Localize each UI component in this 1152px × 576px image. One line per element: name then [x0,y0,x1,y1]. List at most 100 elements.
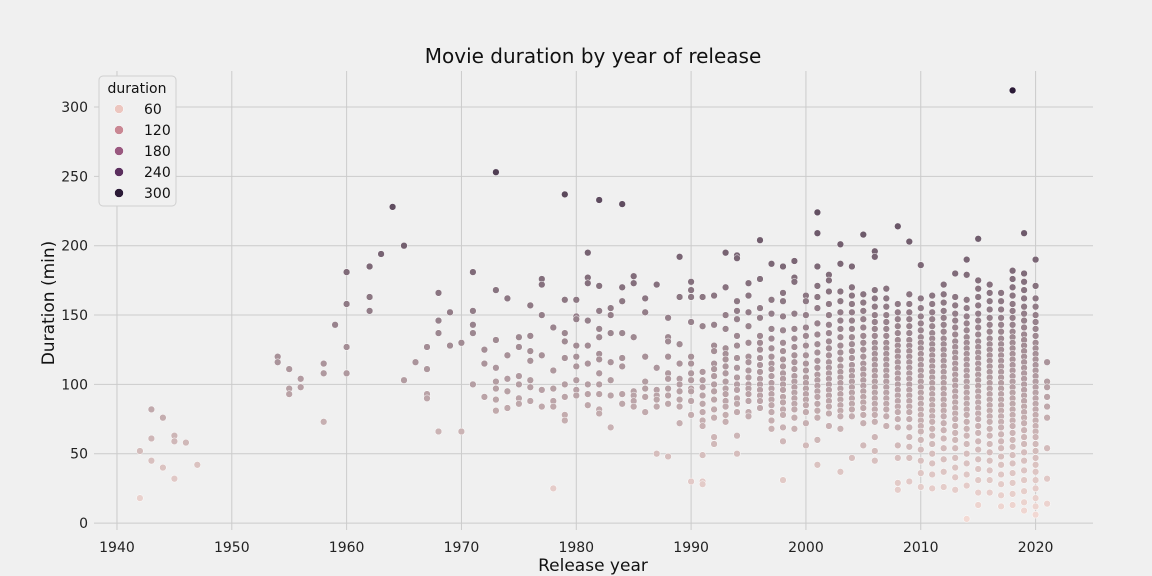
legend-label: 180 [144,144,171,160]
data-point [951,293,959,301]
data-point [1020,278,1028,286]
data-point [710,405,718,414]
data-point [767,416,776,425]
data-point [1031,282,1040,290]
data-point [342,300,351,308]
data-point [607,329,615,337]
data-point [951,269,959,278]
data-point [951,436,959,444]
data-point [538,351,546,359]
data-point [974,488,982,497]
data-point [377,250,385,258]
data-point [997,289,1005,297]
data-point [561,354,569,362]
data-point [825,300,833,308]
legend-title: duration [108,81,167,97]
data-point [698,383,707,391]
data-point [756,275,764,283]
data-point [733,307,741,315]
data-point [905,415,913,423]
x-tick-label: 1970 [444,540,480,556]
data-point [687,359,695,368]
data-point [320,369,328,377]
data-point [1020,303,1028,311]
data-point [825,276,833,285]
data-point [618,354,626,362]
data-point [584,316,592,325]
data-point [802,341,810,350]
data-point [848,308,856,316]
data-point [595,325,603,333]
data-point [744,358,753,366]
data-point [951,415,959,423]
grid [94,71,1093,530]
data-point [698,391,707,400]
data-point [480,393,489,401]
data-point [859,346,867,354]
data-point [894,486,902,494]
data-point [779,297,787,305]
legend: duration 60 120 180 240 300 [98,75,177,207]
data-point [917,445,925,454]
data-point [1020,426,1028,434]
data-point [320,418,328,426]
data-point [698,422,707,430]
data-point [733,408,741,416]
data-point [825,337,833,346]
data-point [767,372,776,380]
data-point [584,359,592,368]
data-point [813,364,822,372]
data-point [848,354,856,362]
data-point [848,340,856,348]
data-point [940,419,948,427]
data-point [687,369,695,377]
data-point [813,407,822,415]
data-point [825,329,833,337]
data-point [986,280,994,289]
data-point [767,344,776,352]
data-point [813,414,822,422]
data-point [871,447,879,455]
data-point [549,323,557,332]
data-point [492,384,500,393]
data-point [1031,468,1040,476]
data-point [940,280,948,289]
data-point [986,488,994,497]
data-point [928,300,936,308]
data-point [905,237,913,246]
data-point [607,391,615,400]
y-tick-label: 300 [61,100,88,116]
data-point [802,441,810,450]
data-point [928,418,936,426]
data-point [687,353,695,361]
data-point [917,326,925,334]
data-point [951,330,959,339]
data-point [882,325,890,333]
data-point [836,240,845,248]
data-point [274,358,282,366]
y-tick-label: 150 [61,308,88,324]
data-point [1020,316,1028,325]
data-point [653,280,661,289]
data-point [802,419,810,427]
data-point [882,332,890,340]
data-point [813,340,822,348]
data-point [756,236,764,244]
data-point [905,443,913,451]
data-point [595,282,603,290]
data-point [790,414,799,422]
data-point [813,282,822,290]
data-point [584,249,592,257]
data-point [802,366,810,375]
data-point [859,307,867,315]
data-point [1008,321,1017,329]
data-point [1020,323,1028,332]
data-point [836,260,845,268]
data-point [595,390,603,398]
data-point [630,333,638,341]
data-point [733,364,741,372]
data-point [974,330,982,339]
data-point [882,285,890,293]
data-point [687,286,695,294]
data-point [940,468,948,476]
